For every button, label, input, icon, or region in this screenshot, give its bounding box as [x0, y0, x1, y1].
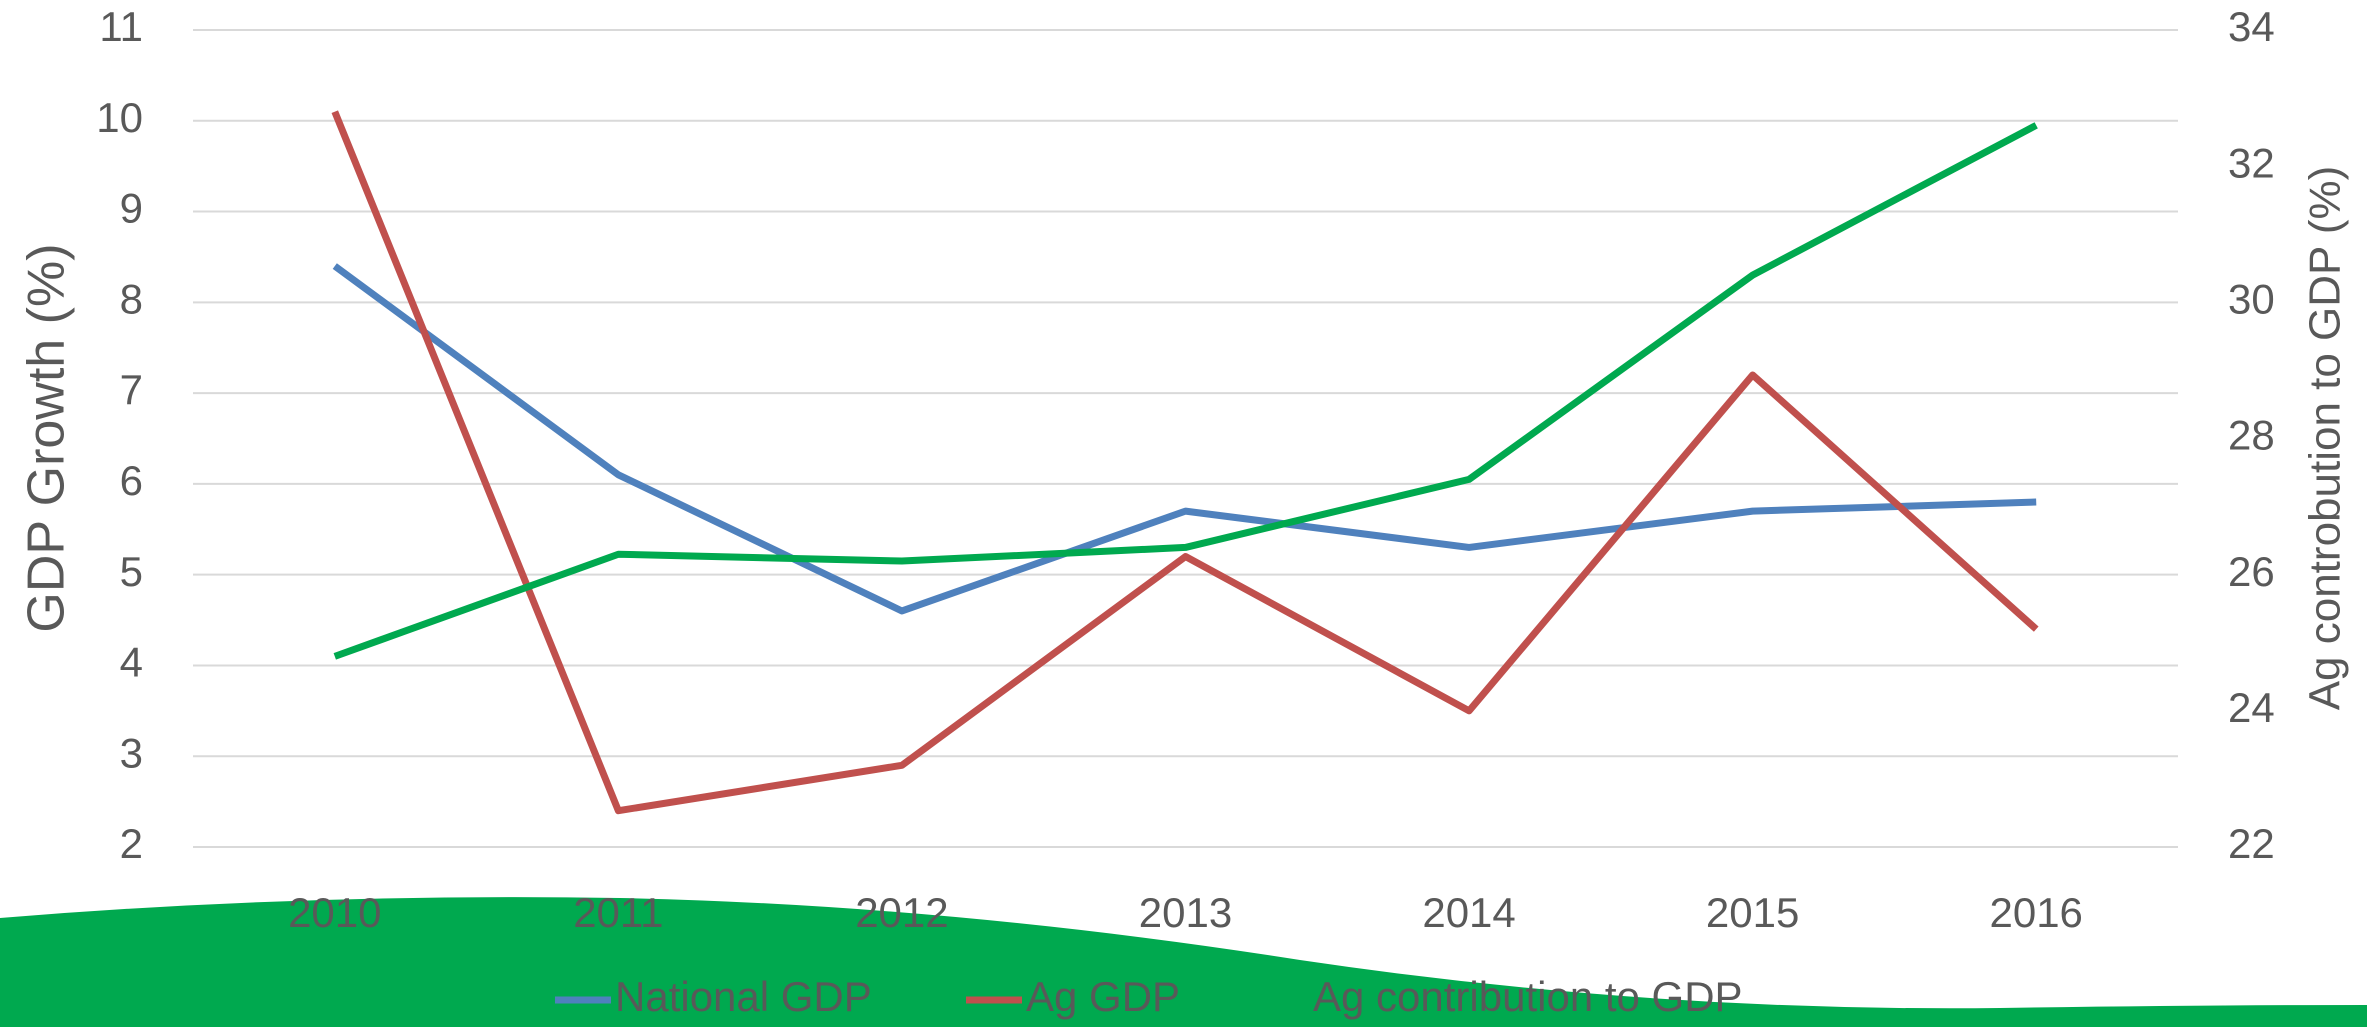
y2-tick-label: 28 — [2228, 412, 2275, 459]
legend-label: National GDP — [615, 973, 872, 1020]
y2-axis-title: Ag controbution to GDP (%) — [2301, 166, 2350, 711]
y-tick-label: 2 — [120, 820, 143, 867]
series-line — [335, 112, 2036, 811]
y2-tick-label: 30 — [2228, 275, 2275, 322]
x-tick-label: 2013 — [1139, 889, 1232, 936]
y-tick-label: 4 — [120, 639, 143, 686]
plot — [335, 112, 2036, 811]
grid — [193, 30, 2178, 847]
y2-tick-label: 26 — [2228, 548, 2275, 595]
y2-tick-label: 34 — [2228, 3, 2275, 50]
x-tick-label: 2011 — [573, 889, 663, 936]
x-tick-label: 2015 — [1706, 889, 1799, 936]
y-tick-label: 10 — [96, 94, 143, 141]
y2-tick-label: 24 — [2228, 684, 2275, 731]
legend-label: Ag contribution to GDP — [1313, 973, 1743, 1020]
x-tick-label: 2016 — [1989, 889, 2082, 936]
y-tick-label: 7 — [120, 366, 143, 413]
y2-tick-label: 22 — [2228, 820, 2275, 867]
x-tick-label: 2010 — [288, 889, 381, 936]
legend-label: Ag GDP — [1026, 973, 1180, 1020]
x-tick-label: 2014 — [1422, 889, 1515, 936]
y-tick-label: 9 — [120, 185, 143, 232]
y-tick-label: 5 — [120, 548, 143, 595]
y2-tick-label: 32 — [2228, 139, 2275, 186]
y-tick-label: 3 — [120, 729, 143, 776]
series-line — [335, 125, 2036, 656]
y-axis-title: GDP Growth (%) — [18, 243, 76, 632]
y-tick-label: 6 — [120, 457, 143, 504]
chart: 2345678910112224262830323420102011201220… — [0, 0, 2367, 1027]
x-tick-label: 2012 — [855, 889, 948, 936]
y-tick-label: 11 — [99, 3, 143, 50]
y-tick-label: 8 — [120, 275, 143, 322]
